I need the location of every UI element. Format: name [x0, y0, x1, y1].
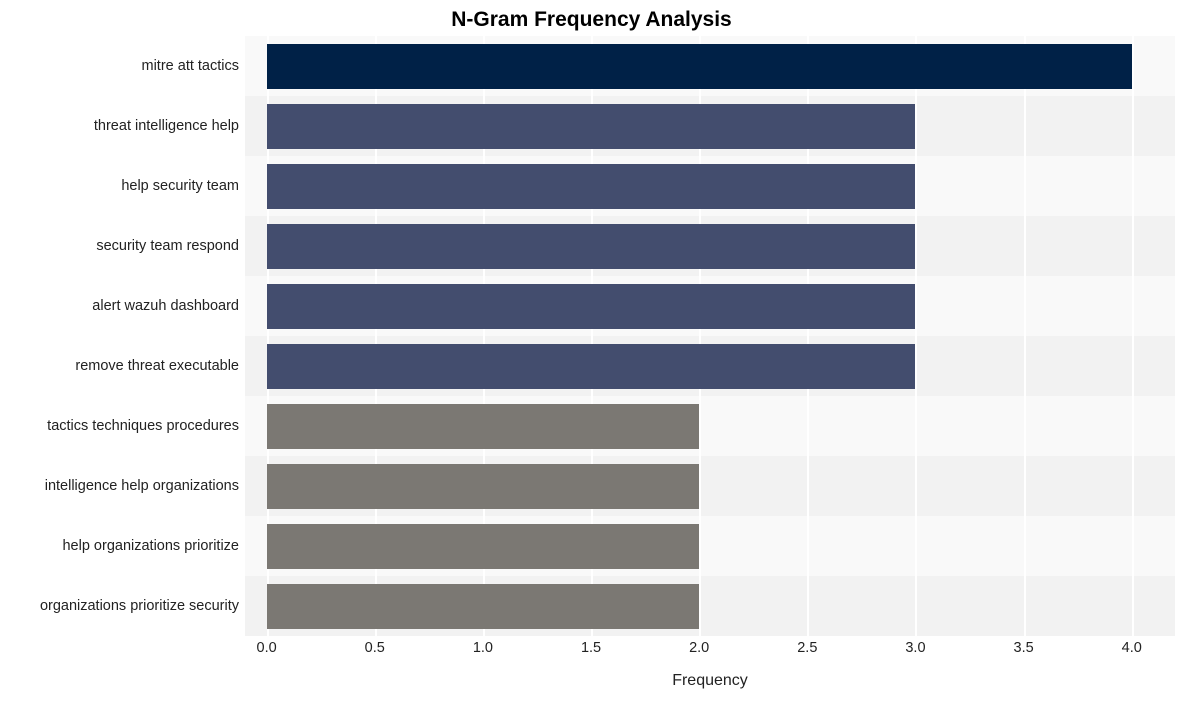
y-tick-label: alert wazuh dashboard: [92, 298, 239, 314]
bar: [267, 104, 916, 149]
x-tick-label: 2.5: [797, 640, 817, 656]
bar: [267, 524, 700, 569]
x-tick-label: 0.0: [257, 640, 277, 656]
bar-row: [245, 224, 1175, 269]
x-tick-label: 4.0: [1122, 640, 1142, 656]
bar: [267, 44, 1132, 89]
chart-title: N-Gram Frequency Analysis: [0, 8, 1183, 32]
bar-row: [245, 104, 1175, 149]
y-tick-label: intelligence help organizations: [45, 478, 239, 494]
x-axis-label: Frequency: [245, 672, 1175, 690]
bar-row: [245, 584, 1175, 629]
y-tick-label: mitre att tactics: [142, 58, 240, 74]
bar-row: [245, 344, 1175, 389]
x-tick-label: 2.0: [689, 640, 709, 656]
y-tick-label: help security team: [121, 178, 239, 194]
bar: [267, 404, 700, 449]
bar: [267, 584, 700, 629]
bar: [267, 344, 916, 389]
bar-row: [245, 44, 1175, 89]
x-tick-label: 3.0: [905, 640, 925, 656]
bar-row: [245, 404, 1175, 449]
x-tick-label: 0.5: [365, 640, 385, 656]
bar-row: [245, 524, 1175, 569]
ngram-chart: N-Gram Frequency Analysis mitre att tact…: [0, 0, 1183, 701]
x-tick-label: 1.5: [581, 640, 601, 656]
bar: [267, 224, 916, 269]
plot-area: [245, 36, 1175, 636]
y-tick-label: security team respond: [96, 238, 239, 254]
y-tick-label: remove threat executable: [75, 358, 239, 374]
y-tick-label: threat intelligence help: [94, 118, 239, 134]
x-tick-label: 1.0: [473, 640, 493, 656]
bar-row: [245, 164, 1175, 209]
y-tick-label: organizations prioritize security: [40, 598, 239, 614]
y-tick-label: help organizations prioritize: [62, 538, 239, 554]
bar: [267, 284, 916, 329]
bar-row: [245, 464, 1175, 509]
bar: [267, 464, 700, 509]
bar: [267, 164, 916, 209]
bar-row: [245, 284, 1175, 329]
x-tick-label: 3.5: [1014, 640, 1034, 656]
y-tick-label: tactics techniques procedures: [47, 418, 239, 434]
